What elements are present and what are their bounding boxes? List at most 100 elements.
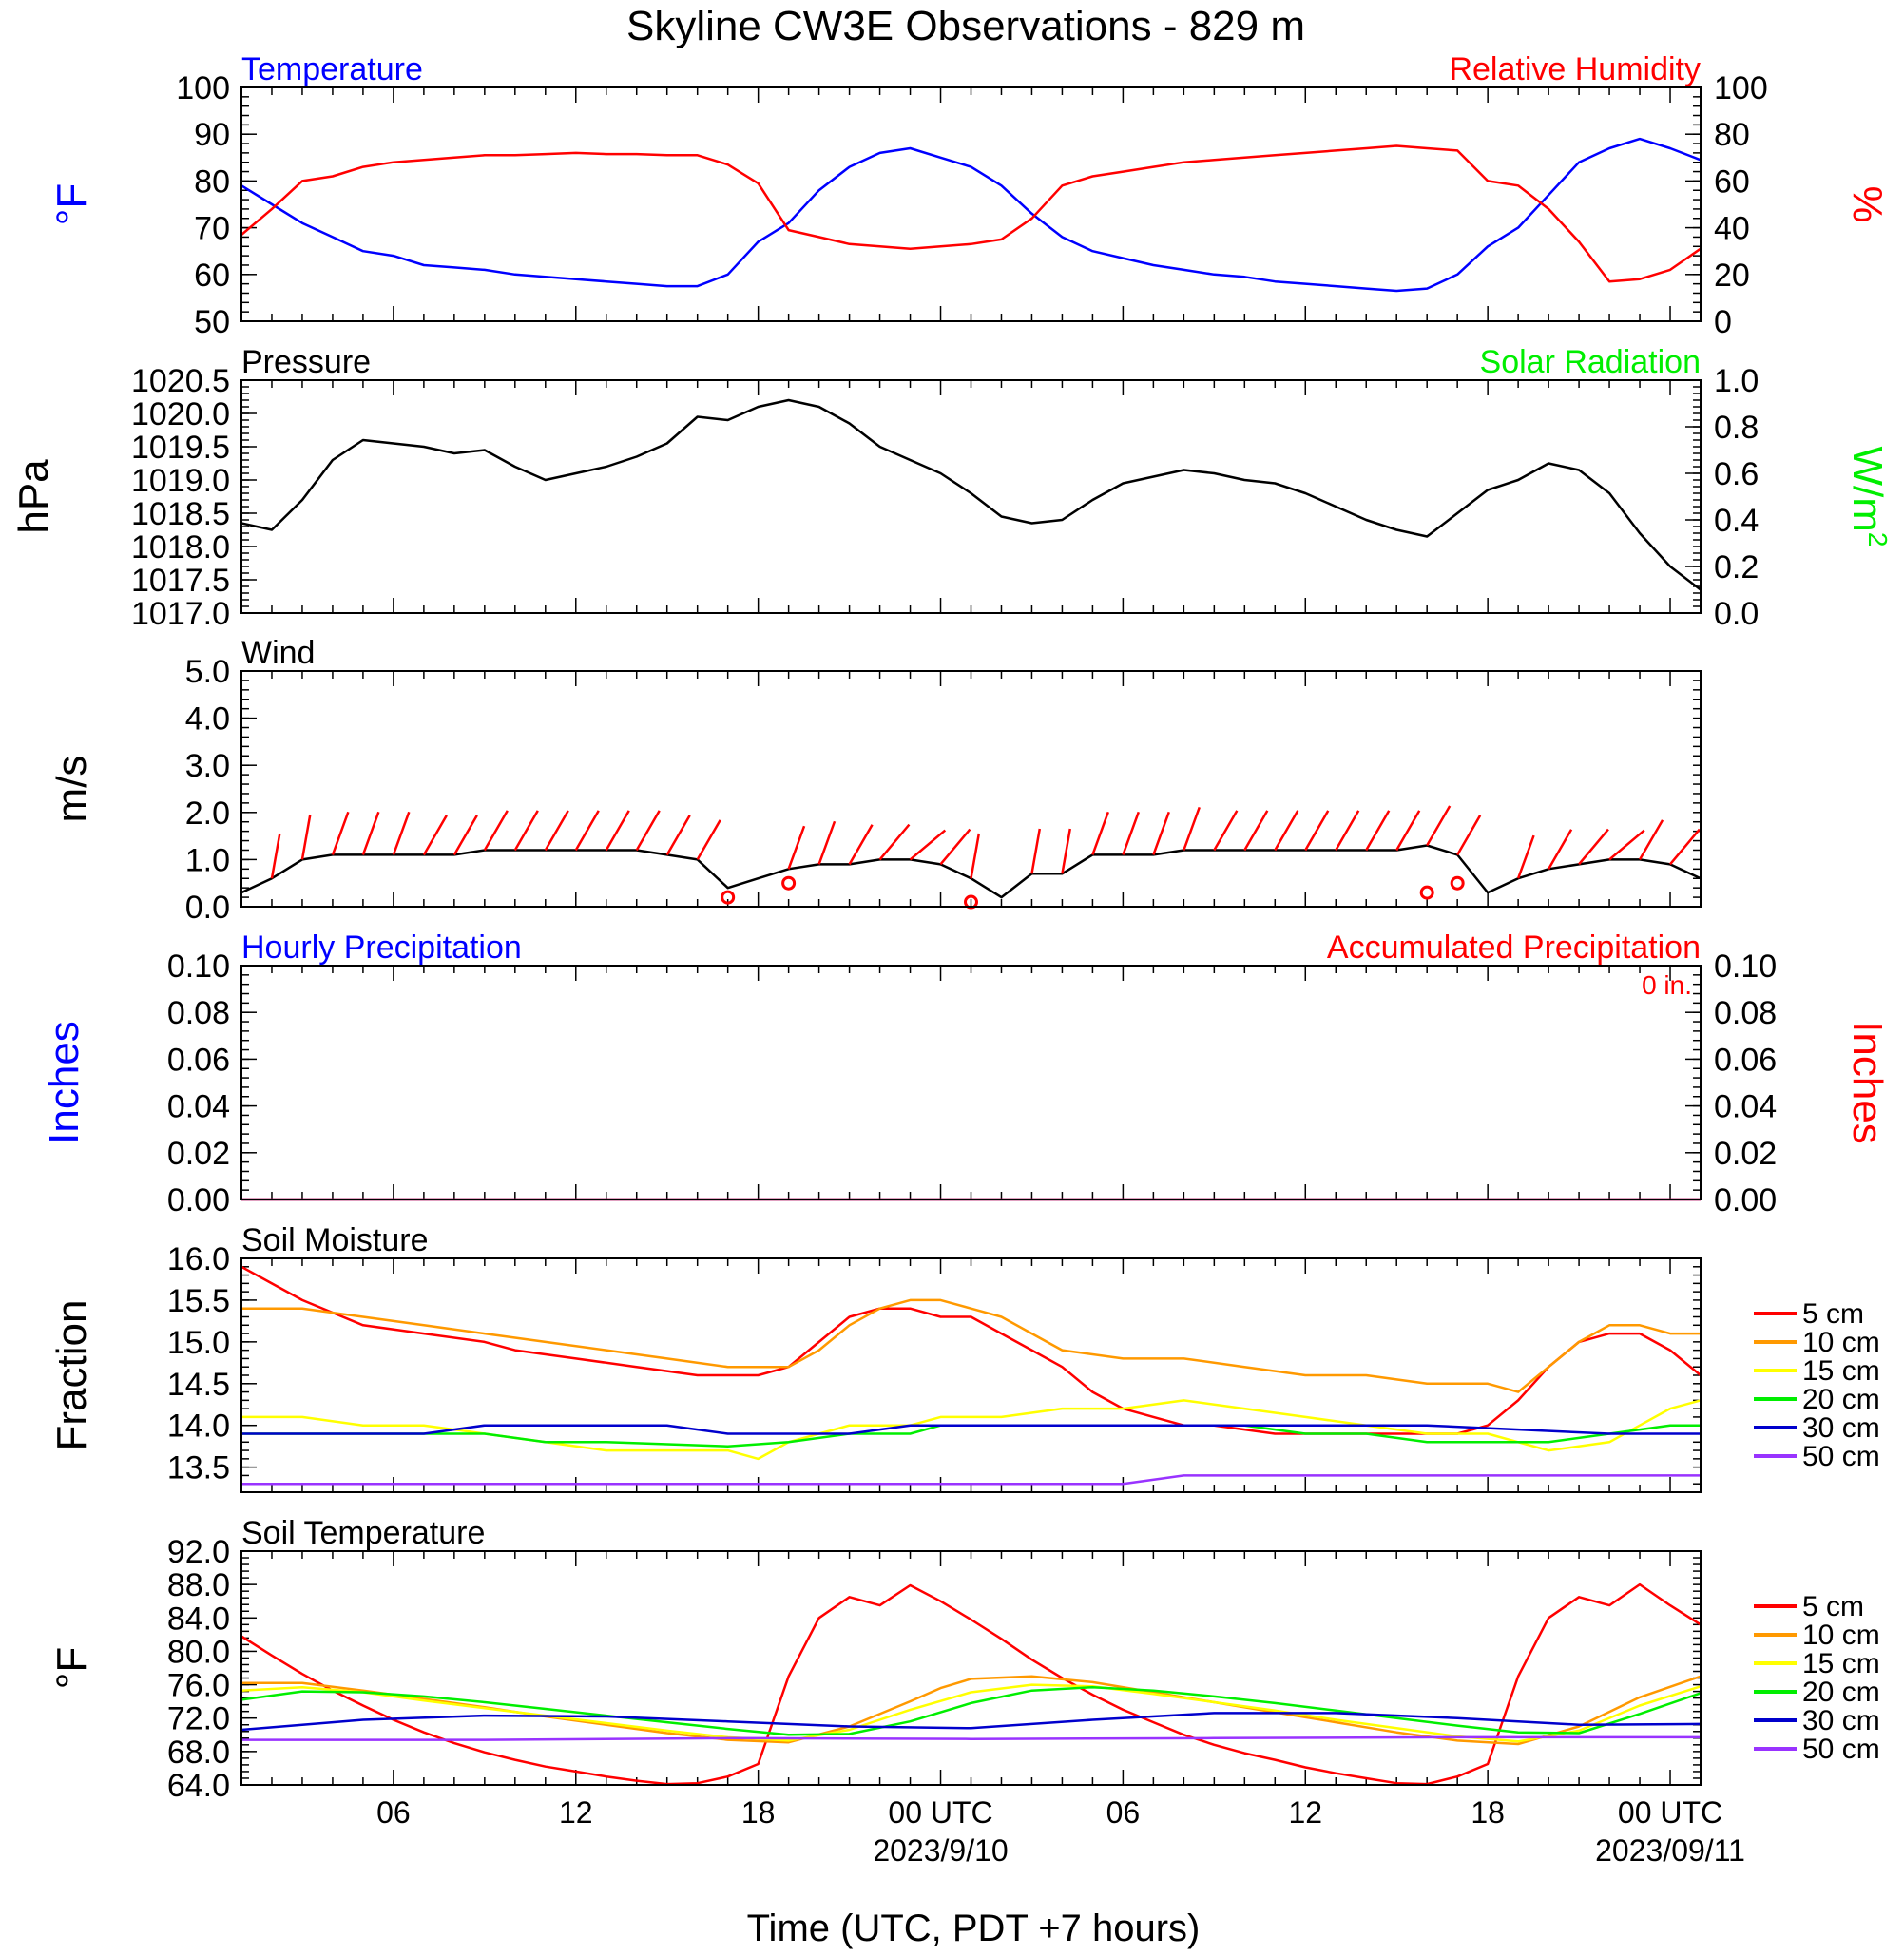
wind-barb bbox=[1395, 810, 1421, 852]
series-line-15-cm bbox=[241, 1399, 1702, 1461]
wind-barb bbox=[909, 829, 947, 861]
y-tick-label-right: 0.0 bbox=[1714, 596, 1759, 632]
superscript: 2 bbox=[1863, 532, 1893, 547]
legend-label: 10 cm bbox=[1802, 1620, 1880, 1651]
y-tick-label: 0.08 bbox=[167, 995, 230, 1031]
wind-barb bbox=[1274, 810, 1299, 852]
legend-label: 15 cm bbox=[1802, 1355, 1880, 1387]
x-date-label: 2023/9/10 bbox=[873, 1833, 1008, 1868]
y-tick-label: 1018.5 bbox=[131, 496, 230, 532]
panel-frame bbox=[240, 86, 1702, 322]
y-tick-label-right: 0.8 bbox=[1714, 410, 1759, 446]
x-axis-title: Time (UTC, PDT +7 hours) bbox=[747, 1908, 1201, 1949]
y-tick-label: 1020.0 bbox=[131, 396, 230, 432]
wind-barb bbox=[1426, 805, 1452, 847]
y-tick-label: 64.0 bbox=[167, 1768, 230, 1804]
wind-barb bbox=[1243, 810, 1269, 852]
y-tick-label-right: 0.2 bbox=[1714, 549, 1759, 585]
y-tick-label: 50 bbox=[194, 304, 230, 340]
y-tick-label-right: 80 bbox=[1714, 117, 1750, 153]
calm-marker bbox=[1419, 885, 1434, 900]
y-axis-label-left: hPa bbox=[10, 459, 57, 534]
y-tick-label: 14.0 bbox=[167, 1409, 230, 1445]
y-axis-label-left: °F bbox=[48, 1647, 95, 1689]
wind-barb bbox=[1091, 811, 1110, 855]
x-tick-label: 12 bbox=[559, 1795, 593, 1830]
temperature-humidity-panel: 100 90 80 70 60 50 100 80 60 40 20 0 Temperature Rela… bbox=[48, 51, 1891, 340]
y-tick-label-right: 20 bbox=[1714, 258, 1750, 294]
y-tick-label: 92.0 bbox=[167, 1534, 230, 1570]
wind-barb bbox=[1365, 810, 1391, 852]
panel-title-left: Temperature bbox=[241, 51, 423, 87]
series-line-temperature bbox=[240, 137, 1702, 293]
y-tick-label-right: 0.04 bbox=[1714, 1089, 1777, 1125]
y-tick-label: 15.5 bbox=[167, 1283, 230, 1319]
legend-label: 30 cm bbox=[1802, 1705, 1880, 1736]
y-tick-label: 16.0 bbox=[167, 1241, 230, 1277]
soil-moisture-panel: 16.0 15.5 15.0 14.5 14.0 13.5 Soil Moisture Fra… bbox=[48, 1222, 1880, 1493]
wind-barb bbox=[635, 810, 661, 852]
legend-label: 50 cm bbox=[1802, 1734, 1880, 1765]
wind-barb bbox=[1638, 819, 1664, 861]
y-tick-label: 1018.0 bbox=[131, 529, 230, 566]
x-tick-label: 18 bbox=[741, 1795, 776, 1830]
y-tick-label: 0.04 bbox=[167, 1089, 230, 1125]
y-tick-label-right: 100 bbox=[1714, 70, 1768, 106]
y-tick-label-right: 0.10 bbox=[1714, 949, 1777, 985]
wind-barb bbox=[1061, 828, 1072, 874]
legend-label: 20 cm bbox=[1802, 1677, 1880, 1708]
wind-barb bbox=[878, 823, 911, 861]
panel-title-left: Hourly Precipitation bbox=[241, 930, 522, 966]
y-tick-label: 68.0 bbox=[167, 1735, 230, 1771]
y-tick-label-right: 60 bbox=[1714, 163, 1750, 200]
y-axis-label-right: % bbox=[1844, 185, 1891, 222]
wind-barb bbox=[787, 825, 806, 870]
y-tick-label: 2.0 bbox=[185, 796, 230, 832]
wind-barb bbox=[1608, 829, 1645, 861]
wind-barb bbox=[696, 819, 721, 861]
y-tick-label: 100 bbox=[176, 70, 230, 106]
y-axis-label-left: °F bbox=[48, 183, 95, 225]
series-line-5-cm bbox=[240, 1582, 1702, 1786]
series-line-50-cm bbox=[241, 1474, 1701, 1486]
y-tick-label: 90 bbox=[194, 117, 230, 153]
calm-marker bbox=[721, 890, 736, 905]
wind-barb bbox=[1030, 828, 1042, 874]
panel-frame bbox=[240, 379, 1702, 614]
y-tick-label-right: 40 bbox=[1714, 211, 1750, 247]
y-tick-label-right: 0.08 bbox=[1714, 995, 1777, 1031]
series-line-30-cm bbox=[240, 1712, 1702, 1732]
y-tick-label: 1017.0 bbox=[131, 596, 230, 632]
y-tick-label: 1.0 bbox=[185, 842, 230, 878]
wind-barb bbox=[361, 811, 380, 855]
y-tick-label: 0.10 bbox=[167, 949, 230, 985]
calm-marker bbox=[1450, 875, 1465, 891]
series-line-relative-humidity bbox=[240, 144, 1702, 283]
y-tick-label: 84.0 bbox=[167, 1601, 230, 1637]
y-tick-label-right: 0.02 bbox=[1714, 1136, 1777, 1172]
wind-barb bbox=[422, 815, 448, 856]
y-axis-label-right: W/m2 bbox=[1844, 447, 1893, 547]
series-line-30-cm bbox=[241, 1424, 1701, 1435]
y-tick-label: 13.5 bbox=[167, 1450, 230, 1486]
y-tick-label: 0.02 bbox=[167, 1136, 230, 1172]
panel-title-left: Wind bbox=[241, 635, 315, 671]
y-tick-label: 76.0 bbox=[167, 1668, 230, 1704]
x-tick-label: 00 UTC bbox=[888, 1795, 992, 1830]
calm-marker bbox=[964, 894, 978, 910]
y-tick-label: 88.0 bbox=[167, 1567, 230, 1603]
y-tick-label-right: 0.00 bbox=[1714, 1182, 1777, 1218]
legend-label: 15 cm bbox=[1802, 1648, 1880, 1679]
panel-title-right: Solar Radiation bbox=[1480, 344, 1701, 380]
y-tick-label: 15.0 bbox=[167, 1325, 230, 1361]
precipitation-panel: 0.10 0.08 0.06 0.04 0.02 0.00 0.10 0.08 0.06 0.04… bbox=[41, 930, 1891, 1218]
y-tick-label: 14.5 bbox=[167, 1367, 230, 1403]
figure-title: Skyline CW3E Observations - 829 m bbox=[626, 3, 1305, 49]
y-tick-label: 3.0 bbox=[185, 748, 230, 784]
panel-frame bbox=[240, 1257, 1702, 1493]
wind-barb bbox=[1456, 815, 1482, 856]
legend-label: 20 cm bbox=[1802, 1384, 1880, 1415]
wind-barb bbox=[513, 810, 539, 852]
